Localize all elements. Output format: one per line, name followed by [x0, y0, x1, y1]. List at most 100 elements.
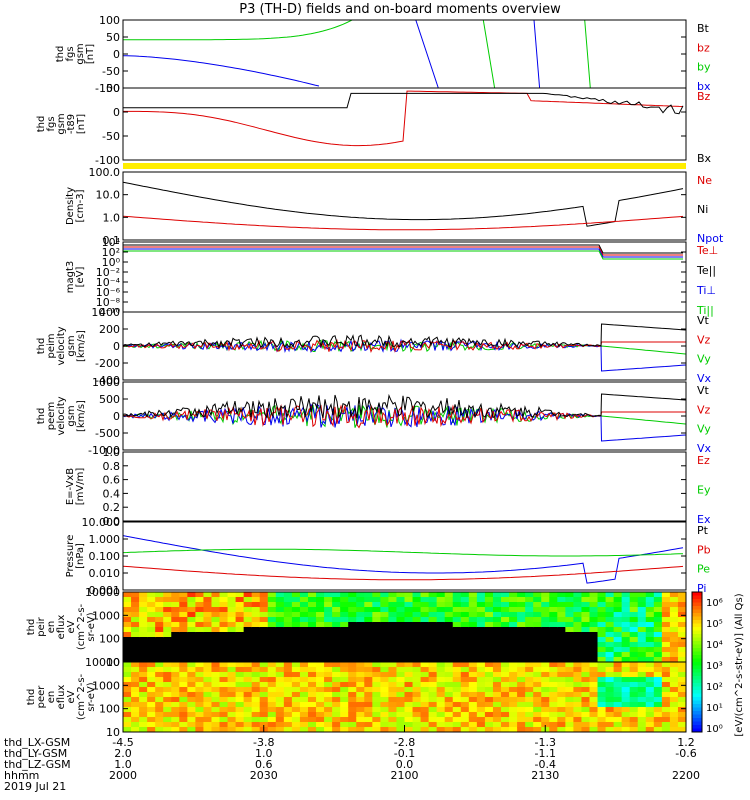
heatmap-cell [492, 652, 502, 658]
heatmap-cell [444, 677, 454, 683]
heatmap-cell [348, 652, 357, 658]
heatmap-cell [509, 727, 518, 732]
heatmap-cell [436, 662, 446, 668]
legend-entry: by [697, 61, 711, 74]
heatmap-cell [428, 677, 438, 683]
heatmap-cell [356, 597, 365, 603]
heatmap-cell [195, 722, 205, 728]
y-axis-label-line: velocity [56, 326, 67, 365]
heatmap-cell [396, 682, 406, 688]
heatmap-cell [364, 592, 373, 598]
heatmap-cell [291, 622, 301, 628]
heatmap-cell [597, 632, 607, 638]
heatmap-cell [541, 702, 550, 708]
heatmap-cell [219, 662, 229, 668]
heatmap-cell [259, 637, 269, 643]
heatmap-cell [131, 657, 140, 662]
heatmap-cell [380, 672, 390, 678]
heatmap-cell [251, 692, 261, 698]
heatmap-cell [211, 692, 221, 698]
heatmap-cell [372, 707, 381, 713]
heatmap-cell [412, 602, 422, 608]
heatmap-cell [139, 617, 148, 623]
heatmap-cell [492, 612, 502, 618]
heatmap-cell [243, 642, 253, 648]
heatmap-cell [589, 657, 599, 662]
heatmap-cell [348, 612, 357, 618]
heatmap-cell [581, 612, 591, 618]
heatmap-cell [356, 672, 365, 678]
y-tick-label: 1000 [92, 376, 120, 389]
heatmap-cell [364, 617, 373, 623]
heatmap-cell [388, 612, 398, 618]
series-bx-crossing [584, 20, 591, 88]
y-tick-label: 10 [106, 726, 120, 739]
heatmap-cell [597, 722, 607, 728]
heatmap-cell [364, 697, 373, 703]
heatmap-cell [412, 702, 422, 708]
heatmap-cell [291, 642, 301, 648]
heatmap-cell [653, 707, 663, 713]
heatmap-cell [444, 607, 454, 613]
heatmap-cell [219, 592, 229, 598]
heatmap-cell [444, 692, 454, 698]
heatmap-cell [243, 697, 253, 703]
y-tick-label: 0.4 [103, 487, 121, 500]
heatmap-cell [589, 652, 599, 658]
heatmap-cell [549, 607, 558, 613]
heatmap-cell [155, 612, 164, 618]
heatmap-cell [468, 632, 478, 638]
heatmap-cell [525, 597, 534, 603]
heatmap-cell [348, 697, 357, 703]
y-tick-label: 10000 [85, 586, 120, 599]
heatmap-cell [452, 652, 462, 658]
heatmap-cell [307, 642, 317, 648]
series-bx-crossing [482, 20, 496, 88]
heatmap-cell [275, 617, 285, 623]
heatmap-cell [517, 722, 526, 728]
heatmap-cell [396, 602, 406, 608]
heatmap-cell [187, 612, 196, 618]
heatmap-cell [195, 632, 205, 638]
heatmap-cell [267, 632, 277, 638]
heatmap-cell [533, 657, 542, 662]
heatmap-cell [669, 727, 679, 732]
heatmap-cell [187, 677, 196, 683]
heatmap-cell [316, 637, 325, 643]
heatmap-cell [581, 652, 591, 658]
heatmap-cell [275, 712, 285, 718]
heatmap-cell [155, 692, 164, 698]
heatmap-cell [356, 707, 365, 713]
heatmap-cell [605, 687, 615, 693]
heatmap-cell [195, 707, 205, 713]
heatmap-cell [629, 697, 639, 703]
heatmap-cell [605, 597, 615, 603]
heatmap-cell [613, 637, 623, 643]
heatmap-cell [291, 687, 301, 693]
heatmap-cell [372, 592, 381, 598]
heatmap-cell [653, 627, 663, 633]
heatmap-cell [501, 717, 510, 723]
heatmap-cell [324, 612, 333, 618]
heatmap-cell [372, 667, 381, 673]
heatmap-cell [364, 672, 373, 678]
heatmap-cell [131, 677, 140, 683]
y-axis-label: magt3 [eV] [65, 261, 86, 294]
heatmap-cell [645, 592, 655, 598]
heatmap-cell [372, 662, 381, 668]
heatmap-cell [404, 597, 414, 603]
heatmap-cell [388, 717, 398, 723]
heatmap-cell [501, 722, 510, 728]
heatmap-cell [259, 632, 269, 638]
heatmap-cell [267, 652, 277, 658]
colorbar-cell [692, 690, 702, 694]
heatmap-cell [581, 727, 591, 732]
heatmap-cell [573, 597, 583, 603]
heatmap-cell [396, 592, 406, 598]
heatmap-cell [509, 722, 518, 728]
heatmap-cell [541, 672, 550, 678]
heatmap-cell [428, 617, 438, 623]
heatmap-cell [219, 622, 229, 628]
colorbar-cell [692, 658, 702, 663]
